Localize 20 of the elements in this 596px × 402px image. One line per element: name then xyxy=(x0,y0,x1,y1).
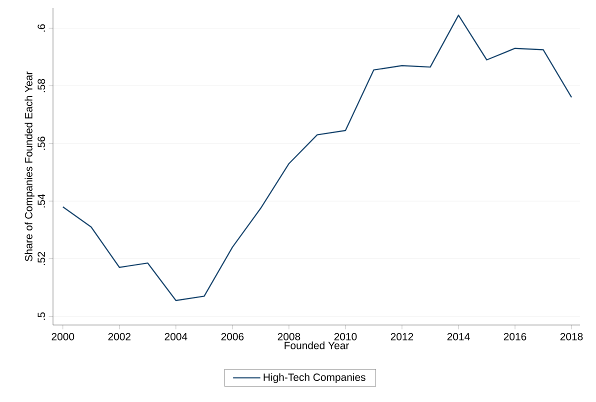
x-axis-title: Founded Year xyxy=(284,342,349,350)
y-axis-title: Share of Companies Founded Each Year xyxy=(24,72,34,262)
y-tick-label: .6 xyxy=(38,24,46,32)
x-tick-label: 2018 xyxy=(560,332,583,340)
y-tick-label: .58 xyxy=(38,78,46,92)
x-tick-label: 2006 xyxy=(221,332,244,340)
y-tick-label: .52 xyxy=(38,252,46,266)
x-tick-label: 2012 xyxy=(390,332,414,340)
line-series xyxy=(62,14,572,302)
legend-label: High-Tech Companies xyxy=(264,373,366,384)
x-tick-label: 2002 xyxy=(108,332,130,340)
y-tick-label: .56 xyxy=(38,136,46,150)
y-tick-label: .5 xyxy=(38,312,46,320)
x-tick-label: 2016 xyxy=(504,332,526,340)
x-tick-label: 2010 xyxy=(334,332,357,340)
x-tick-label: 2008 xyxy=(278,332,300,340)
y-tick-label: .54 xyxy=(38,194,46,208)
x-tick-label: 2004 xyxy=(164,332,188,340)
x-tick-label: 2014 xyxy=(447,332,470,340)
x-tick-label: 2000 xyxy=(52,332,74,340)
